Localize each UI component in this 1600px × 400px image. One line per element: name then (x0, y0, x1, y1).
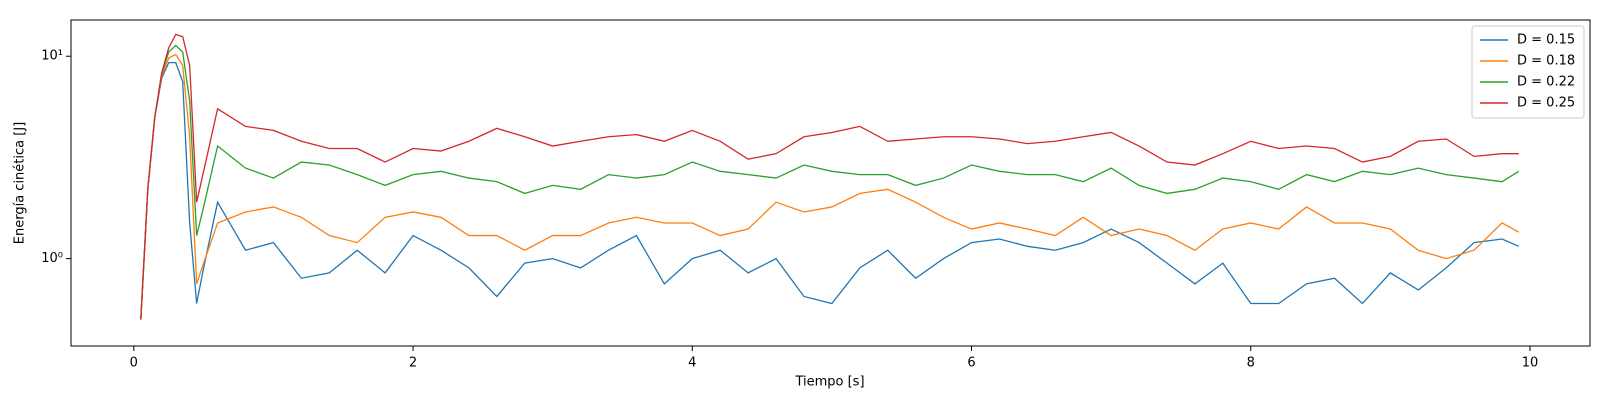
y-tick-label: 10⁰ (41, 251, 63, 266)
y-tick-label: 10¹ (41, 49, 63, 64)
series-line (140, 33, 1519, 320)
series-line (140, 53, 1520, 320)
legend-label: D = 0.25 (1517, 96, 1575, 111)
x-tick-label: 4 (688, 356, 696, 371)
x-axis-label: Tiempo [s] (794, 375, 864, 390)
plot-frame (70, 19, 1591, 347)
series-line (140, 44, 1520, 320)
legend-label: D = 0.22 (1517, 75, 1575, 90)
x-tick-label: 0 (130, 356, 138, 371)
x-tick-label: 10 (1522, 356, 1539, 371)
legend-label: D = 0.15 (1517, 33, 1575, 48)
legend-box (1471, 25, 1585, 119)
x-tick-label: 2 (409, 356, 417, 371)
legend-label: D = 0.18 (1517, 54, 1575, 69)
y-axis-label: Energía cinética [J] (13, 122, 28, 244)
x-tick-label: 6 (967, 356, 975, 371)
series-line (140, 61, 1520, 320)
x-tick-label: 8 (1247, 356, 1255, 371)
